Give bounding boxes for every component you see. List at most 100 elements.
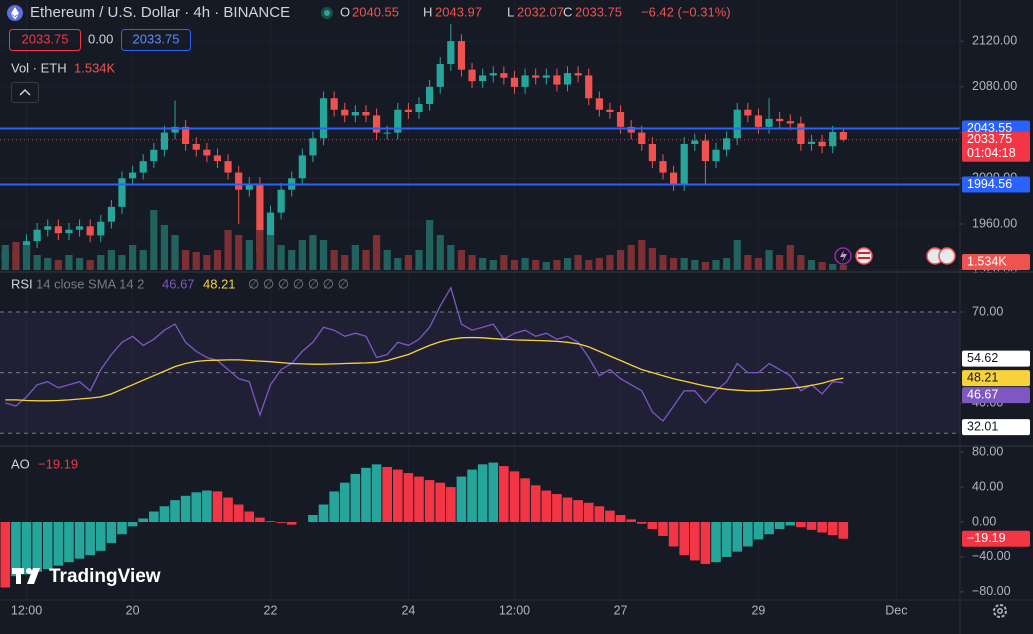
candle-body [107, 206, 115, 222]
volume-bar [553, 260, 561, 270]
rsi-title[interactable]: RSI [11, 276, 33, 291]
ao-bar [636, 521, 647, 524]
volume-title: Vol · ETH [11, 60, 67, 75]
buy-price[interactable]: 2033.75 [133, 31, 180, 46]
sell-price[interactable]: 2033.75 [22, 31, 69, 46]
ao-bar [223, 497, 233, 522]
ao-bar [180, 495, 191, 522]
ao-bar [414, 476, 424, 522]
candle-body [415, 104, 423, 112]
candle-body [266, 212, 275, 253]
volume-bar [447, 245, 455, 270]
candle-body [203, 149, 211, 156]
candle-body [192, 144, 200, 150]
ao-bar [626, 519, 636, 522]
volume-bar [500, 255, 508, 270]
candle-body [797, 123, 805, 144]
rsi-side-label-box [962, 370, 1030, 387]
candle-body [235, 172, 243, 190]
y-tick-label: 40.00 [972, 479, 1003, 493]
ohlc-label: H [423, 4, 432, 19]
volume-bar [542, 262, 550, 270]
gear-icon[interactable] [993, 604, 1007, 618]
x-tick-label: 22 [264, 603, 278, 617]
x-tick-label: 27 [614, 603, 628, 617]
symbol-title[interactable]: Ethereum / U.S. Dollar · 4h · BINANCE [30, 4, 290, 21]
candle-body [616, 112, 625, 127]
buy-box[interactable] [121, 29, 191, 51]
volume-bar [224, 230, 232, 270]
candle-body [319, 98, 328, 139]
candle-body [585, 75, 593, 99]
spread: 0.00 [88, 31, 113, 46]
ao-bar [467, 469, 477, 522]
ao-title[interactable]: AO [11, 456, 30, 471]
ao-bar [0, 521, 11, 588]
settings-button[interactable] [993, 604, 1007, 618]
candle-body [97, 221, 105, 236]
volume-bar [128, 245, 137, 270]
volume-bar [839, 264, 847, 270]
ao-bar [265, 521, 276, 522]
volume-bar [701, 262, 710, 270]
volume-bar [235, 235, 243, 270]
volume-bar [776, 255, 784, 270]
ao-bar [817, 521, 827, 533]
ao-bar [541, 490, 552, 522]
ao-bar [509, 471, 520, 522]
sell-box[interactable] [9, 29, 81, 51]
candle-body [521, 75, 529, 87]
candle-body [563, 73, 572, 85]
candle-body [139, 161, 147, 173]
rsi-side-label: 54.62 [967, 351, 998, 365]
volume-bar [457, 250, 466, 270]
volume-bar [394, 258, 402, 270]
ao-bar [806, 521, 817, 530]
flag-icon[interactable] [855, 247, 873, 265]
candle-body [86, 226, 94, 236]
volume-last-label-box [962, 254, 1030, 270]
ao-last-label-box [962, 530, 1030, 547]
ao-bar [424, 480, 435, 522]
y-tick-label: 70.00 [972, 304, 1003, 318]
ao-bar [403, 473, 414, 522]
ohlc-label: L [507, 4, 514, 19]
rsi-side-label: 46.67 [967, 387, 998, 401]
candle-body [224, 161, 232, 173]
ao-bar [583, 502, 594, 522]
candle-body [372, 115, 381, 133]
candle-body [627, 126, 635, 133]
ao-bar [711, 521, 721, 563]
ohlc-value: 2040.55 [352, 4, 399, 19]
ao-bar [371, 464, 382, 522]
volume-bar [86, 260, 94, 270]
volume-bar [680, 258, 688, 270]
ao-bar [499, 466, 509, 522]
ohlc-label: C [563, 4, 572, 19]
y-tick-label: 1960.00 [972, 216, 1017, 230]
ao-bar [53, 521, 64, 566]
ao-bar [658, 521, 668, 536]
flag-icon[interactable] [938, 247, 956, 265]
candle-body [754, 115, 763, 127]
candle-body [447, 41, 455, 64]
ao-bar [668, 521, 679, 547]
ao-bar [488, 462, 499, 522]
ao-bar [244, 511, 255, 522]
candle-body [776, 118, 784, 122]
ao-bar [318, 504, 329, 522]
ohlc-value: 2032.07 [517, 4, 564, 19]
collapse-button[interactable] [11, 82, 39, 103]
logo-text[interactable]: TradingView [49, 566, 161, 587]
candle-body [839, 131, 847, 140]
hline-label-box [962, 176, 1030, 193]
candle-body [277, 189, 285, 213]
rsi-side-label: 32.01 [967, 419, 998, 433]
ao-bar [149, 511, 159, 522]
ao-bar [562, 497, 573, 522]
candle-body [160, 132, 169, 150]
ao-bar [21, 521, 32, 575]
ao-bar [477, 464, 488, 522]
x-tick-label: Dec [885, 603, 907, 617]
volume-bar [150, 210, 158, 270]
